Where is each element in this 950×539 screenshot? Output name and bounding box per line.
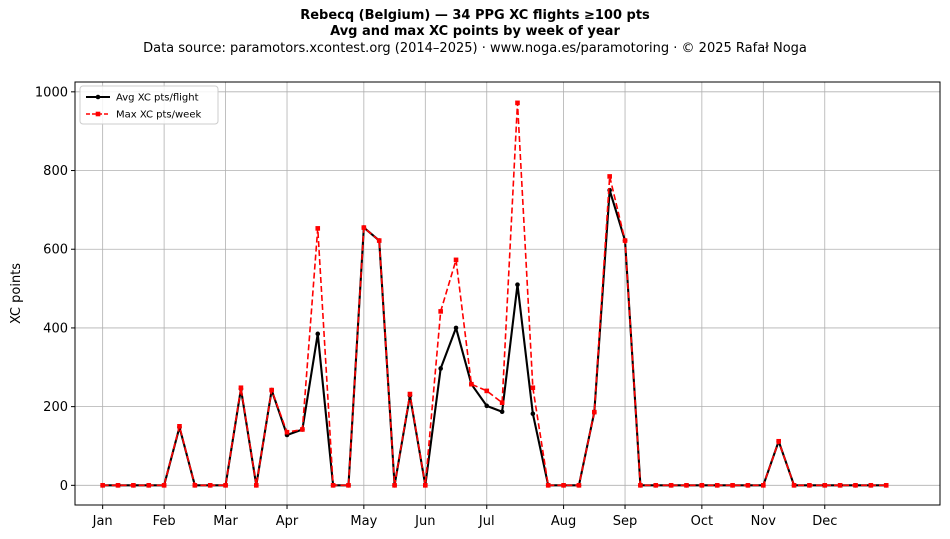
data-point (684, 483, 689, 488)
data-point (622, 238, 628, 243)
data-point (223, 483, 228, 488)
y-tick-label: 600 (43, 243, 68, 258)
data-point (361, 225, 367, 230)
data-point (300, 427, 305, 432)
plot-frame (74, 81, 941, 506)
series-line (102, 102, 887, 487)
x-tick-label: Jul (478, 514, 495, 529)
y-tick-label: 800 (43, 164, 68, 179)
data-point (807, 483, 812, 488)
data-point (576, 483, 582, 488)
data-point (207, 483, 213, 488)
y-tick-label: 0 (60, 479, 68, 494)
data-point (284, 429, 290, 435)
data-point (376, 238, 382, 243)
data-point (714, 483, 720, 488)
data-point (238, 385, 244, 391)
data-point (330, 483, 336, 488)
legend-item: Avg XC pts/flight (86, 93, 199, 104)
data-point (392, 483, 397, 488)
data-point (115, 483, 121, 488)
x-tick-label: Oct (691, 514, 713, 529)
data-point (730, 483, 735, 488)
series-line (102, 189, 887, 487)
data-point (853, 483, 858, 488)
legend-label: Avg XC pts/flight (116, 93, 199, 104)
data-point (438, 366, 443, 371)
data-point (407, 391, 413, 397)
y-tick-label: 200 (43, 400, 68, 415)
y-tick-label: 1000 (35, 85, 68, 100)
chart-subtitle: Avg and max XC points by week of year (330, 24, 620, 39)
data-point (269, 387, 274, 393)
y-axis-label: XC points (9, 263, 24, 324)
x-tick-label: Mar (213, 514, 238, 529)
data-point (561, 483, 566, 488)
data-point (515, 282, 520, 287)
data-point (438, 309, 443, 314)
series-layer (100, 100, 889, 488)
data-point (761, 483, 766, 488)
data-point (545, 483, 551, 488)
data-point (192, 483, 198, 488)
data-point (346, 483, 351, 488)
data-point (668, 483, 674, 488)
x-tick-label: Jun (414, 514, 435, 529)
legend: Avg XC pts/flight Max XC pts/week (79, 85, 219, 125)
data-point (837, 483, 843, 488)
x-tick-label: Apr (276, 514, 299, 529)
data-point (868, 483, 874, 488)
chart-title: Rebecq (Belgium) — 34 PPG XC flights ≥10… (300, 8, 650, 23)
data-point (791, 483, 797, 488)
data-point (776, 438, 781, 444)
data-point (592, 409, 597, 415)
data-point (499, 400, 505, 405)
data-point (131, 483, 136, 488)
data-point (653, 483, 659, 488)
data-point (515, 100, 520, 106)
data-point (469, 381, 474, 387)
data-point (315, 331, 321, 337)
data-point (607, 174, 612, 179)
legend-swatch-marker (95, 94, 101, 100)
data-point (161, 483, 167, 488)
y-tick-label: 400 (43, 321, 68, 336)
data-point (638, 483, 643, 488)
tick-layer: Jan Feb Mar Apr May Jun Jul Aug Sep Oct Nov Dec 0 200… (35, 85, 837, 529)
chart-source-line: Data source: paramotors.xcontest.org (20… (143, 41, 807, 56)
data-point (453, 325, 459, 331)
x-tick-label: May (350, 514, 377, 529)
series-avg (100, 187, 889, 488)
grid-layer (75, 82, 940, 505)
data-point (484, 388, 490, 394)
data-point (423, 483, 428, 488)
data-point (883, 483, 889, 488)
x-tick-label: Dec (812, 514, 837, 529)
data-point (100, 483, 105, 488)
x-tick-label: Feb (153, 514, 176, 529)
data-point (453, 257, 459, 263)
legend-item: Max XC pts/week (86, 110, 201, 121)
data-point (484, 403, 490, 409)
x-tick-label: Aug (551, 514, 576, 529)
chart-title-block: Rebecq (Belgium) — 34 PPG XC flights ≥10… (0, 8, 950, 58)
legend-label: Max XC pts/week (116, 110, 201, 121)
x-tick-label: Nov (751, 514, 777, 529)
legend-swatch-marker (95, 111, 101, 117)
data-point (177, 424, 182, 429)
data-point (499, 409, 505, 415)
data-point (530, 385, 536, 391)
series-max (100, 100, 889, 488)
x-tick-label: Jan (92, 514, 113, 529)
data-point (253, 483, 259, 488)
data-point (315, 226, 321, 231)
data-point (822, 483, 828, 488)
data-point (530, 411, 536, 417)
legend-box (79, 85, 219, 125)
x-tick-label: Sep (613, 514, 638, 529)
data-point (699, 483, 705, 488)
data-point (745, 483, 751, 488)
data-point (146, 483, 152, 488)
